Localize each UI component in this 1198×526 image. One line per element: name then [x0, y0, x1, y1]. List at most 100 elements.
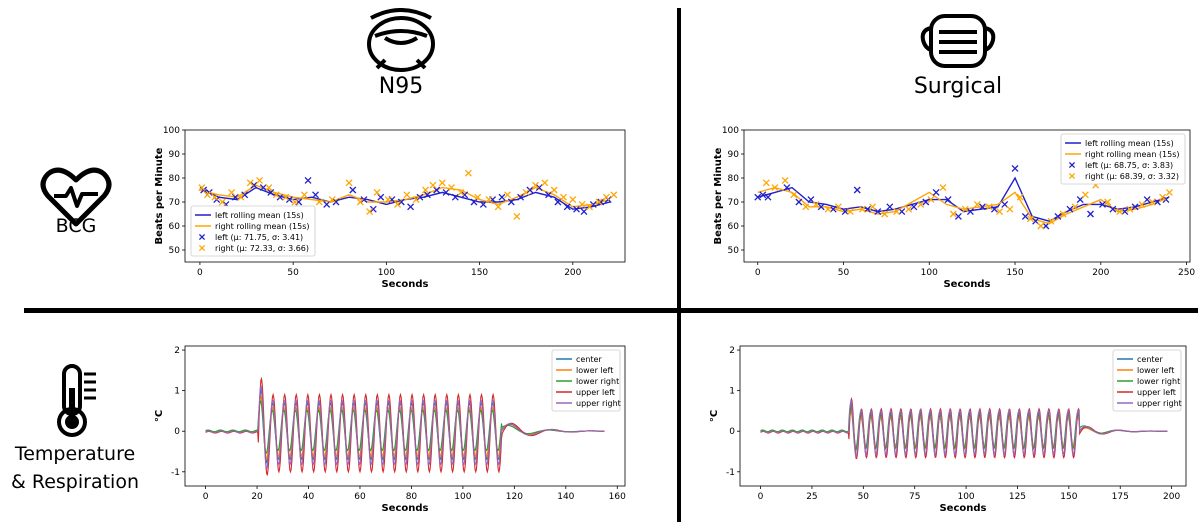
y-tick-label: 80: [169, 174, 181, 184]
x-tick-label: 150: [1006, 268, 1023, 278]
data-point: [494, 203, 502, 211]
x-tick-label: 40: [303, 492, 315, 502]
y-tick-label: 100: [722, 126, 739, 136]
x-tick-label: 50: [287, 268, 299, 278]
x-tick-label: 200: [1163, 492, 1180, 502]
data-point: [272, 191, 280, 199]
data-point: [573, 205, 580, 213]
row-title-bcg: BCG: [55, 215, 97, 237]
x-tick-label: 100: [957, 492, 974, 502]
x-tick-label: 50: [858, 492, 870, 502]
legend-entry: lower left: [1137, 366, 1174, 375]
data-point: [1099, 200, 1106, 208]
data-point: [881, 210, 889, 218]
data-point: [203, 191, 211, 199]
data-point: [996, 208, 1004, 216]
legend-entry: left (μ: 68.75, σ: 3.83): [1085, 161, 1173, 170]
data-point: [1104, 198, 1112, 206]
y-tick-label: 80: [728, 174, 740, 184]
data-point: [464, 169, 472, 177]
data-point: [366, 208, 374, 216]
y-tick-label: 70: [169, 198, 181, 208]
data-point: [817, 203, 825, 211]
data-point: [829, 205, 837, 213]
data-point: [910, 203, 918, 211]
x-tick-label: 200: [1092, 268, 1109, 278]
legend-entry: lower left: [576, 366, 613, 375]
data-point: [595, 198, 603, 206]
data-point: [759, 191, 767, 199]
data-point: [315, 198, 323, 206]
data-point: [961, 205, 969, 213]
data-point: [1059, 210, 1067, 218]
data-point: [846, 208, 854, 216]
data-point: [580, 208, 588, 216]
x-tick-label: 150: [1060, 492, 1077, 502]
data-point: [1126, 205, 1134, 213]
data-point: [560, 193, 567, 201]
column-title-surgical: Surgical: [913, 74, 1003, 99]
y-tick-label: 60: [169, 222, 181, 232]
data-point: [1011, 164, 1019, 172]
legend-entry: center: [1137, 355, 1163, 364]
data-point: [954, 212, 962, 220]
data-point: [291, 198, 299, 206]
x-tick-label: 175: [1112, 492, 1129, 502]
data-point: [265, 184, 273, 192]
data-point: [1138, 200, 1146, 208]
data-point: [498, 193, 506, 201]
plot-frame: [184, 129, 626, 263]
data-point: [554, 198, 562, 206]
data-point: [864, 205, 871, 213]
series-line-0: [760, 407, 1168, 450]
plot-area: [198, 169, 618, 220]
data-point: [442, 188, 450, 196]
y-axis-label: °C: [710, 410, 720, 422]
data-point: [754, 193, 762, 201]
n95-mask-icon: [367, 8, 435, 72]
data-point: [589, 200, 597, 208]
thermometer-icon: [57, 364, 96, 437]
data-point: [1165, 188, 1173, 196]
vertical-divider: [677, 8, 681, 522]
legend-entry: upper left: [576, 388, 615, 397]
data-point: [377, 193, 385, 201]
data-point: [812, 200, 820, 208]
data-point: [949, 210, 957, 218]
legend: left rolling mean (15s) right rolling mea…: [190, 205, 316, 257]
data-point: [834, 203, 842, 211]
data-point: [1159, 193, 1167, 201]
x-axis-label: Seconds: [381, 279, 428, 290]
legend-entry: right rolling mean (15s): [1085, 150, 1180, 159]
x-tick-label: 200: [564, 268, 581, 278]
data-point: [917, 200, 925, 208]
data-point: [939, 184, 947, 192]
series-line-2: [205, 399, 605, 455]
x-tick-label: 140: [557, 492, 574, 502]
legend: center lower left lower right upper left upp…: [551, 349, 621, 412]
data-point: [448, 184, 456, 192]
row-title-temperature: Temperature & Respiration: [0, 440, 150, 496]
legend: left rolling mean (15s) right rolling mea…: [1060, 133, 1186, 185]
data-point: [211, 193, 219, 201]
data-point: [610, 191, 618, 199]
y-tick-label: 100: [163, 126, 180, 136]
plot-area: [205, 376, 605, 476]
plot-frame: [184, 345, 626, 487]
y-axis-label: Beats per Minute: [713, 147, 724, 244]
data-point: [869, 203, 877, 211]
data-point: [198, 184, 206, 192]
legend-entry: lower right: [1137, 377, 1180, 386]
legend-box: [1112, 349, 1182, 412]
data-point: [416, 193, 424, 201]
data-point: [507, 198, 515, 206]
data-point: [241, 191, 249, 199]
data-point: [927, 196, 935, 204]
data-point: [771, 184, 779, 192]
data-point: [323, 200, 331, 208]
data-point: [397, 198, 405, 206]
y-tick-label: -1: [171, 468, 180, 478]
data-point: [1027, 215, 1034, 223]
data-point: [944, 196, 952, 204]
data-point: [218, 198, 226, 206]
